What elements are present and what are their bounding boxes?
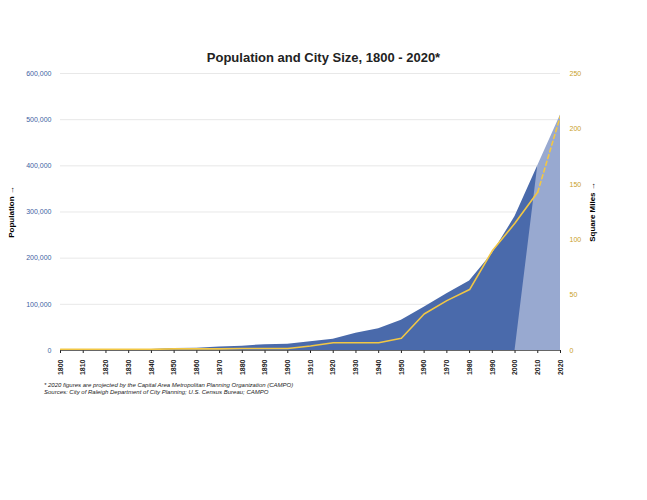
svg-text:2010: 2010 bbox=[534, 359, 541, 375]
svg-text:2020: 2020 bbox=[557, 359, 564, 375]
svg-text:250: 250 bbox=[570, 70, 582, 77]
svg-text:50: 50 bbox=[570, 291, 578, 298]
svg-text:1880: 1880 bbox=[239, 359, 246, 375]
html-text:Sources: City of Raleigh Depar: Sources: City of Raleigh Department of C… bbox=[44, 389, 269, 395]
svg-text:1850: 1850 bbox=[170, 359, 177, 375]
svg-text:2000: 2000 bbox=[511, 359, 518, 375]
svg-text:1980: 1980 bbox=[466, 359, 473, 375]
svg-text:600,000: 600,000 bbox=[26, 70, 51, 77]
svg-text:0: 0 bbox=[570, 347, 574, 354]
svg-text:1820: 1820 bbox=[102, 359, 109, 375]
html-text:Population and City Size, 1800: Population and City Size, 1800 - 2020* bbox=[206, 50, 441, 65]
svg-text:100: 100 bbox=[570, 236, 582, 243]
svg-text:0: 0 bbox=[48, 347, 52, 354]
svg-text:1810: 1810 bbox=[79, 359, 86, 375]
svg-text:1940: 1940 bbox=[375, 359, 382, 375]
svg-text:Population →: Population → bbox=[7, 186, 16, 238]
svg-text:200,000: 200,000 bbox=[26, 254, 51, 261]
svg-text:200: 200 bbox=[570, 125, 582, 132]
svg-text:100,000: 100,000 bbox=[26, 301, 51, 308]
svg-text:1890: 1890 bbox=[261, 359, 268, 375]
svg-text:1900: 1900 bbox=[284, 359, 291, 375]
svg-text:1920: 1920 bbox=[329, 359, 336, 375]
svg-text:300,000: 300,000 bbox=[26, 208, 51, 215]
svg-text:1830: 1830 bbox=[125, 359, 132, 375]
svg-text:1950: 1950 bbox=[398, 359, 405, 375]
svg-text:150: 150 bbox=[570, 181, 582, 188]
svg-text:Square Miles →: Square Miles → bbox=[588, 182, 597, 242]
svg-text:1990: 1990 bbox=[489, 359, 496, 375]
svg-text:500,000: 500,000 bbox=[26, 116, 51, 123]
svg-text:1870: 1870 bbox=[216, 359, 223, 375]
svg-text:1910: 1910 bbox=[307, 359, 314, 375]
svg-text:1840: 1840 bbox=[148, 359, 155, 375]
html-text:* 2020 figures are projected b: * 2020 figures are projected by the Capi… bbox=[44, 382, 294, 388]
svg-text:400,000: 400,000 bbox=[26, 162, 51, 169]
svg-text:1860: 1860 bbox=[193, 359, 200, 375]
svg-text:1960: 1960 bbox=[420, 359, 427, 375]
svg-text:1930: 1930 bbox=[352, 359, 359, 375]
svg-text:1970: 1970 bbox=[443, 359, 450, 375]
svg-text:1800: 1800 bbox=[57, 359, 64, 375]
